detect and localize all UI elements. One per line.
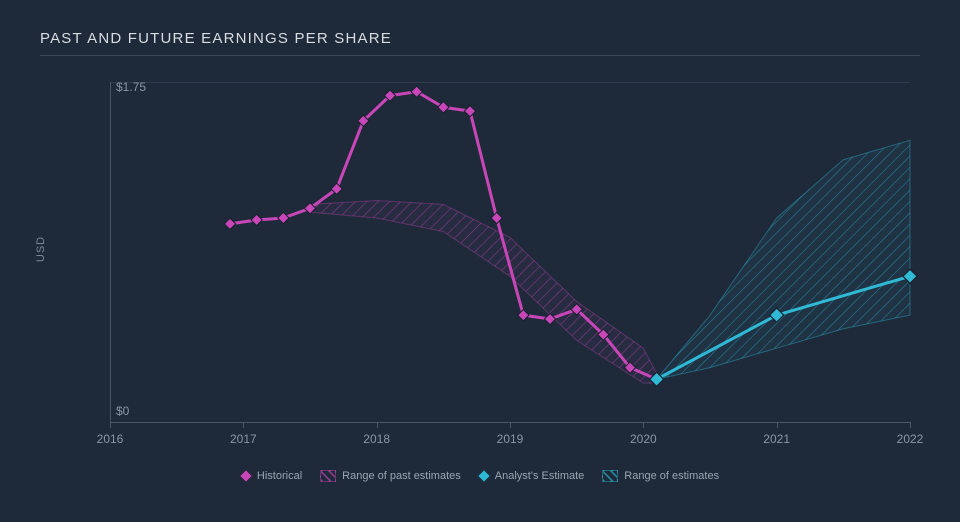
historical-point (251, 214, 262, 225)
legend-label: Historical (257, 470, 302, 482)
plot-area: USD $0$1.752016201720182019202020212022 (40, 64, 920, 434)
past-estimate-range (310, 201, 657, 384)
legend-marker-diamond (477, 469, 491, 483)
legend-item: Range of estimates (602, 470, 719, 482)
historical-point (278, 212, 289, 223)
historical-point (518, 309, 529, 320)
historical-point (224, 218, 235, 229)
legend-hatch-swatch (320, 470, 336, 482)
legend-item: Analyst's Estimate (479, 470, 585, 482)
legend-label: Range of past estimates (342, 470, 461, 482)
legend-label: Range of estimates (624, 470, 719, 482)
legend-marker-diamond (239, 469, 253, 483)
eps-chart: PAST AND FUTURE EARNINGS PER SHARE USD $… (0, 0, 960, 522)
chart-title: PAST AND FUTURE EARNINGS PER SHARE (40, 30, 920, 56)
legend: Historical Range of past estimates Analyst… (40, 470, 920, 482)
historical-point (491, 212, 502, 223)
historical-point (464, 105, 475, 116)
estimate-range (657, 140, 910, 379)
legend-item: Historical (241, 470, 302, 482)
legend-hatch-swatch (602, 470, 618, 482)
plot-svg (40, 64, 930, 442)
legend-item: Range of past estimates (320, 470, 461, 482)
legend-label: Analyst's Estimate (495, 470, 585, 482)
